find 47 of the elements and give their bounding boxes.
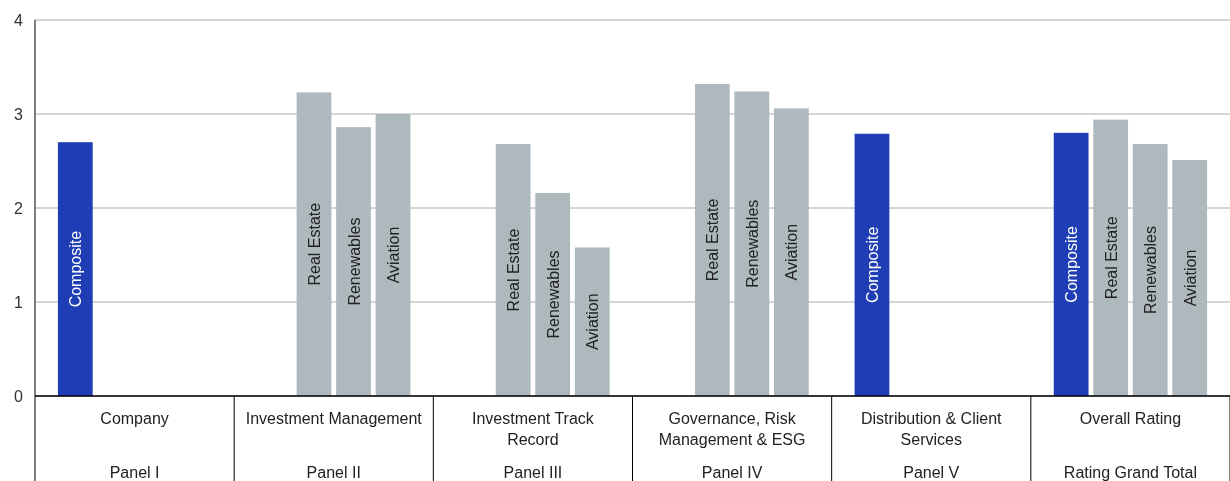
bar — [535, 192, 571, 396]
series-label: Aviation — [385, 226, 403, 284]
x-tick-label: Governance, Risk Management & ESG — [658, 410, 806, 448]
y-tick-label: 2 — [14, 199, 24, 217]
x-tick-label: Company — [100, 410, 169, 427]
text: Renewables — [743, 199, 761, 288]
y-tick-label: 1 — [14, 293, 24, 311]
text: Aviation — [1181, 249, 1199, 307]
bar — [336, 127, 371, 396]
y-tick-label: 3 — [14, 105, 24, 123]
x-tick-label: Investment Track Record — [472, 410, 595, 448]
y-tick-label: 0 — [14, 387, 24, 405]
bar — [1093, 119, 1129, 396]
text: Aviation — [584, 293, 602, 351]
text: Composite — [67, 230, 85, 308]
bar — [773, 108, 809, 396]
bar — [1053, 132, 1089, 396]
y-tick-label: 4 — [14, 11, 24, 29]
series-label: Real Estate — [1102, 216, 1120, 300]
text: Aviation — [783, 223, 801, 281]
bar — [1172, 160, 1208, 396]
bar — [375, 114, 411, 396]
text: Real Estate — [704, 198, 722, 282]
text: Panel I — [109, 464, 160, 481]
text: Panel V — [903, 464, 960, 481]
text: Real Estate — [305, 202, 323, 286]
text: Renewables — [345, 217, 363, 306]
text: Composite — [863, 226, 881, 304]
bar — [57, 142, 93, 396]
text: Panel IV — [701, 464, 763, 481]
bar — [1132, 144, 1168, 396]
bar — [495, 144, 531, 396]
bar — [694, 83, 730, 396]
text: Panel III — [503, 464, 563, 481]
x-tick-label: Overall Rating — [1079, 410, 1182, 427]
x-tick-label: Investment Management — [245, 410, 423, 427]
bar — [734, 91, 770, 396]
x-tick-label: Distribution & Client Services — [861, 410, 1003, 448]
series-label: Composite — [1063, 226, 1081, 303]
text: Rating Grand Total — [1063, 464, 1197, 481]
bar — [574, 247, 610, 396]
text: Real Estate — [505, 228, 523, 312]
text: Renewables — [1142, 226, 1160, 315]
text: Panel II — [306, 464, 361, 481]
bar — [854, 133, 890, 396]
series-label: Renewables — [544, 250, 562, 339]
bar — [296, 92, 332, 396]
